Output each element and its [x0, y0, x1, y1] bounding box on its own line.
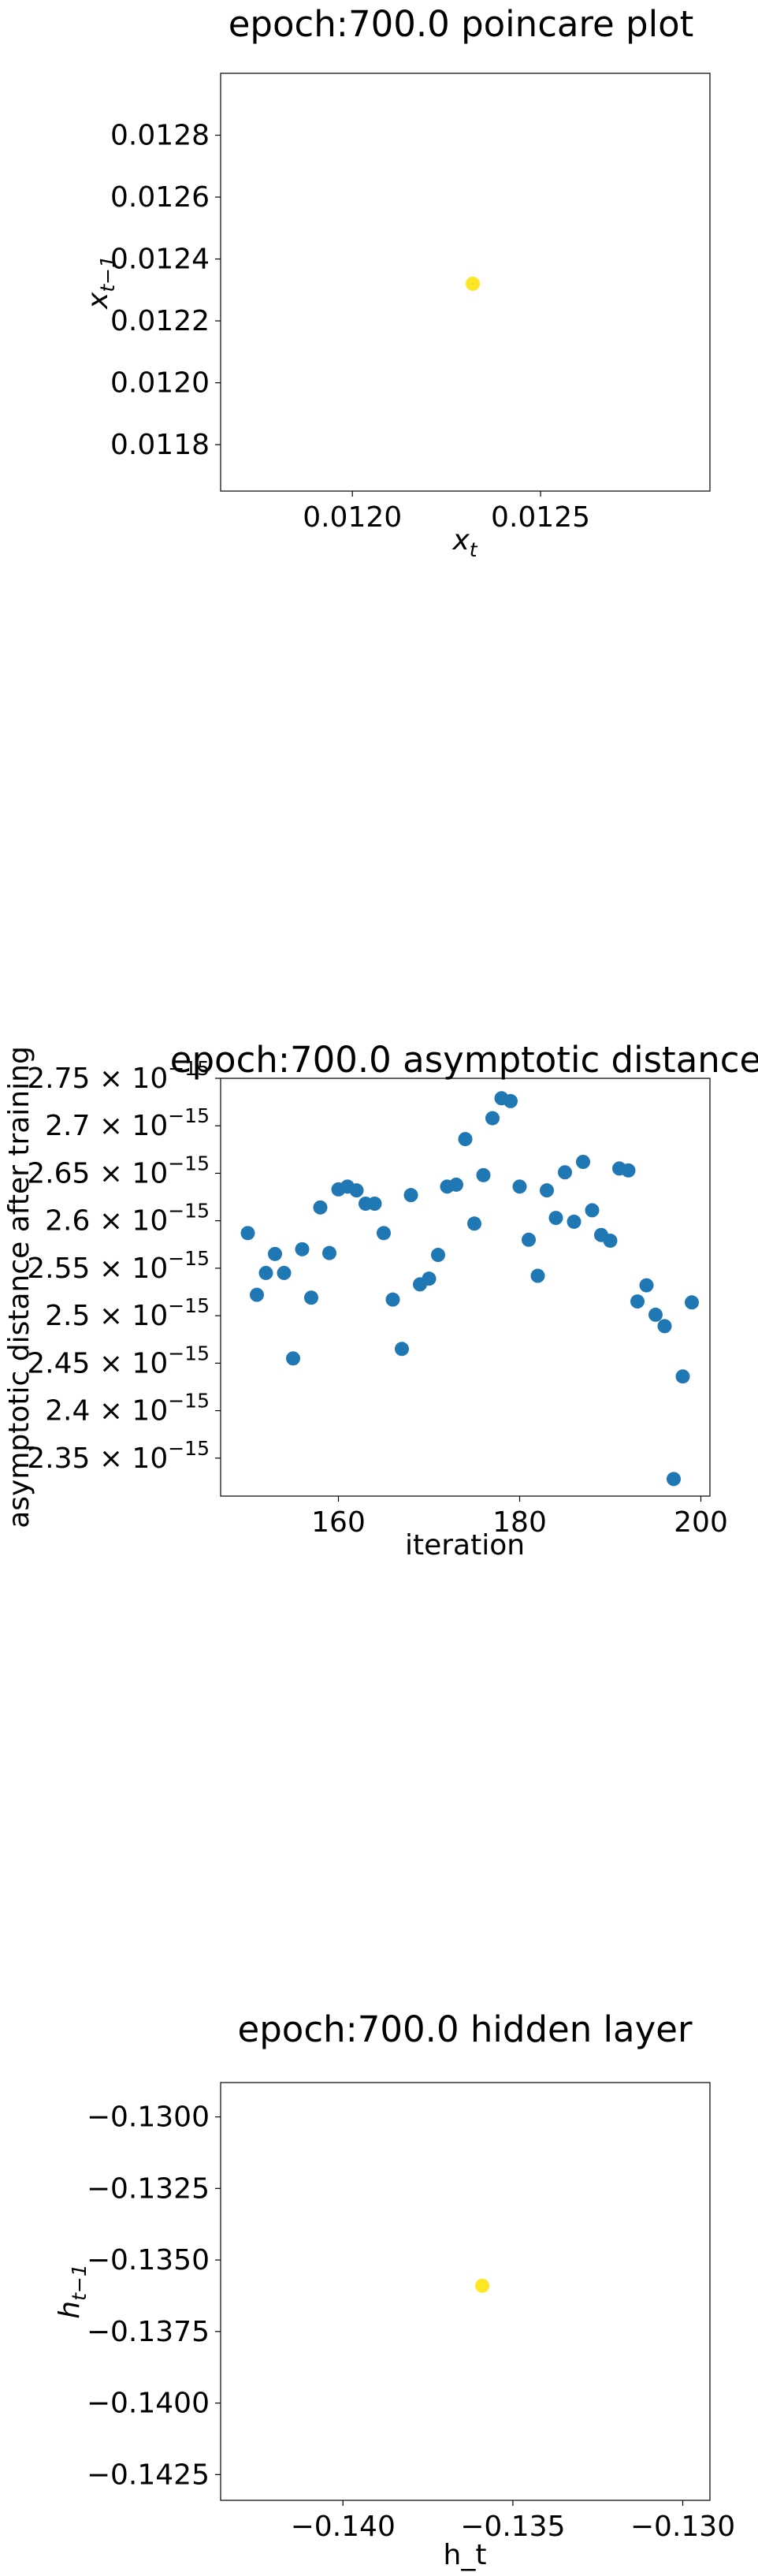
- y-tick-label: −0.1300: [87, 2101, 210, 2134]
- poincare-points: [466, 276, 481, 291]
- data-point: [286, 1351, 300, 1366]
- y-tick-label: −0.1400: [87, 2388, 210, 2420]
- hidden-x-label: h_t: [444, 2539, 487, 2571]
- data-point: [313, 1200, 328, 1215]
- asymptotic-y-ticks: 2.35 × 10−15 2.4 × 10−15 2.45 × 10−15 2.5 ×…: [27, 1057, 221, 1475]
- y-tick-label: 2.6 × 10−15: [45, 1200, 210, 1238]
- data-point: [240, 1226, 255, 1241]
- data-point: [657, 1319, 672, 1334]
- asymptotic-title: epoch:700.0 asymptotic distance: [170, 1039, 758, 1081]
- data-point: [667, 1472, 681, 1487]
- y-tick-label: 0.0120: [110, 367, 210, 400]
- data-point: [476, 1167, 491, 1182]
- poincare-x-ticks: 0.0120 0.0125: [303, 491, 590, 534]
- data-point: [540, 1183, 554, 1198]
- x-tick-label: 0.0125: [491, 501, 590, 534]
- data-point: [377, 1226, 391, 1241]
- data-point: [639, 1278, 654, 1293]
- data-point: [648, 1307, 663, 1322]
- asymptotic-x-ticks: 160 180 200: [311, 1496, 728, 1539]
- y-tick-label: 0.0128: [110, 120, 210, 152]
- poincare-title: epoch:700.0 poincare plot: [229, 3, 694, 45]
- data-point: [530, 1268, 545, 1283]
- hidden-plot-frame: [220, 2082, 711, 2501]
- data-point: [467, 1216, 481, 1231]
- y-tick-label: 2.75 × 10−15: [27, 1057, 210, 1095]
- data-point: [349, 1183, 364, 1198]
- hidden-y-label: ht−1: [54, 2264, 91, 2318]
- hidden-layer-chart: epoch:700.0 hidden layer −0.1425−0.1400−…: [54, 2008, 735, 2571]
- data-point: [567, 1214, 582, 1229]
- y-tick-label: 2.35 × 10−15: [27, 1437, 210, 1475]
- hidden-title: epoch:700.0 hidden layer: [238, 2008, 693, 2050]
- y-tick-label: 0.0124: [110, 244, 210, 276]
- y-tick-label: −0.1350: [87, 2244, 210, 2276]
- data-point: [449, 1177, 463, 1192]
- data-point: [422, 1271, 437, 1286]
- x-tick-label: 180: [492, 1506, 547, 1539]
- data-point: [466, 276, 481, 291]
- data-point: [431, 1248, 445, 1263]
- data-point: [621, 1163, 636, 1178]
- y-tick-label: −0.1375: [87, 2316, 210, 2348]
- data-point: [512, 1179, 527, 1194]
- data-point: [385, 1292, 400, 1307]
- y-tick-label: 0.0118: [110, 429, 210, 461]
- asymptotic-y-label: asymptotic distance after training: [3, 1046, 35, 1528]
- data-point: [603, 1233, 618, 1248]
- data-point: [458, 1132, 473, 1147]
- data-point: [576, 1155, 590, 1169]
- x-tick-label: −0.130: [630, 2511, 735, 2543]
- data-point: [503, 1093, 518, 1108]
- data-point: [475, 2278, 490, 2293]
- poincare-plot: epoch:700.0 poincare plot 0.01180.01200.…: [82, 3, 711, 561]
- data-point: [395, 1342, 409, 1357]
- x-tick-label: −0.135: [460, 2511, 565, 2543]
- x-tick-label: 200: [674, 1506, 728, 1539]
- y-tick-label: 2.5 × 10−15: [45, 1294, 210, 1332]
- hidden-y-ticks: −0.1425 −0.1400 −0.1375 −0.1350 −0.1325 −0.13…: [87, 2101, 221, 2491]
- y-tick-label: 2.55 × 10−15: [27, 1247, 210, 1285]
- y-tick-label: 0.0122: [110, 305, 210, 337]
- hidden-x-ticks: −0.140 −0.135 −0.130: [291, 2500, 735, 2543]
- y-tick-label: 2.7 × 10−15: [45, 1104, 210, 1142]
- x-tick-label: −0.140: [291, 2511, 396, 2543]
- data-point: [630, 1294, 645, 1309]
- asymptotic-plot-frame: [220, 1078, 711, 1497]
- poincare-y-label: xt−1: [82, 255, 119, 310]
- hidden-points: [475, 2278, 490, 2293]
- poincare-x-label: xt: [451, 524, 477, 561]
- poincare-plot-frame: [220, 73, 711, 492]
- asymptotic-points: [240, 1091, 699, 1487]
- data-point: [675, 1369, 690, 1384]
- data-point: [558, 1165, 572, 1180]
- y-tick-label: −0.1325: [87, 2172, 210, 2205]
- y-tick-label: −0.1425: [87, 2459, 210, 2491]
- data-point: [685, 1295, 699, 1310]
- data-point: [250, 1287, 264, 1302]
- x-tick-label: 160: [311, 1506, 366, 1539]
- data-point: [522, 1232, 536, 1247]
- data-point: [485, 1111, 500, 1126]
- data-point: [403, 1188, 418, 1203]
- data-point: [548, 1211, 563, 1226]
- asymptotic-distance-chart: epoch:700.0 asymptotic distance 2.35 × 1…: [3, 1039, 758, 1562]
- data-point: [258, 1265, 273, 1280]
- data-point: [295, 1241, 310, 1256]
- poincare-y-ticks: 0.0118 0.0120 0.0122 0.0124 0.0126 0.0128: [110, 120, 221, 461]
- y-tick-label: 2.45 × 10−15: [27, 1342, 210, 1379]
- y-tick-label: 0.0126: [110, 181, 210, 214]
- data-point: [268, 1246, 282, 1261]
- data-point: [367, 1197, 382, 1211]
- y-tick-label: 2.65 × 10−15: [27, 1152, 210, 1189]
- y-tick-label: 2.4 × 10−15: [45, 1390, 210, 1428]
- data-point: [277, 1265, 292, 1280]
- data-point: [304, 1290, 318, 1305]
- x-tick-label: 0.0120: [303, 501, 402, 534]
- data-point: [585, 1203, 600, 1218]
- data-point: [322, 1245, 336, 1260]
- asymptotic-x-label: iteration: [405, 1529, 525, 1562]
